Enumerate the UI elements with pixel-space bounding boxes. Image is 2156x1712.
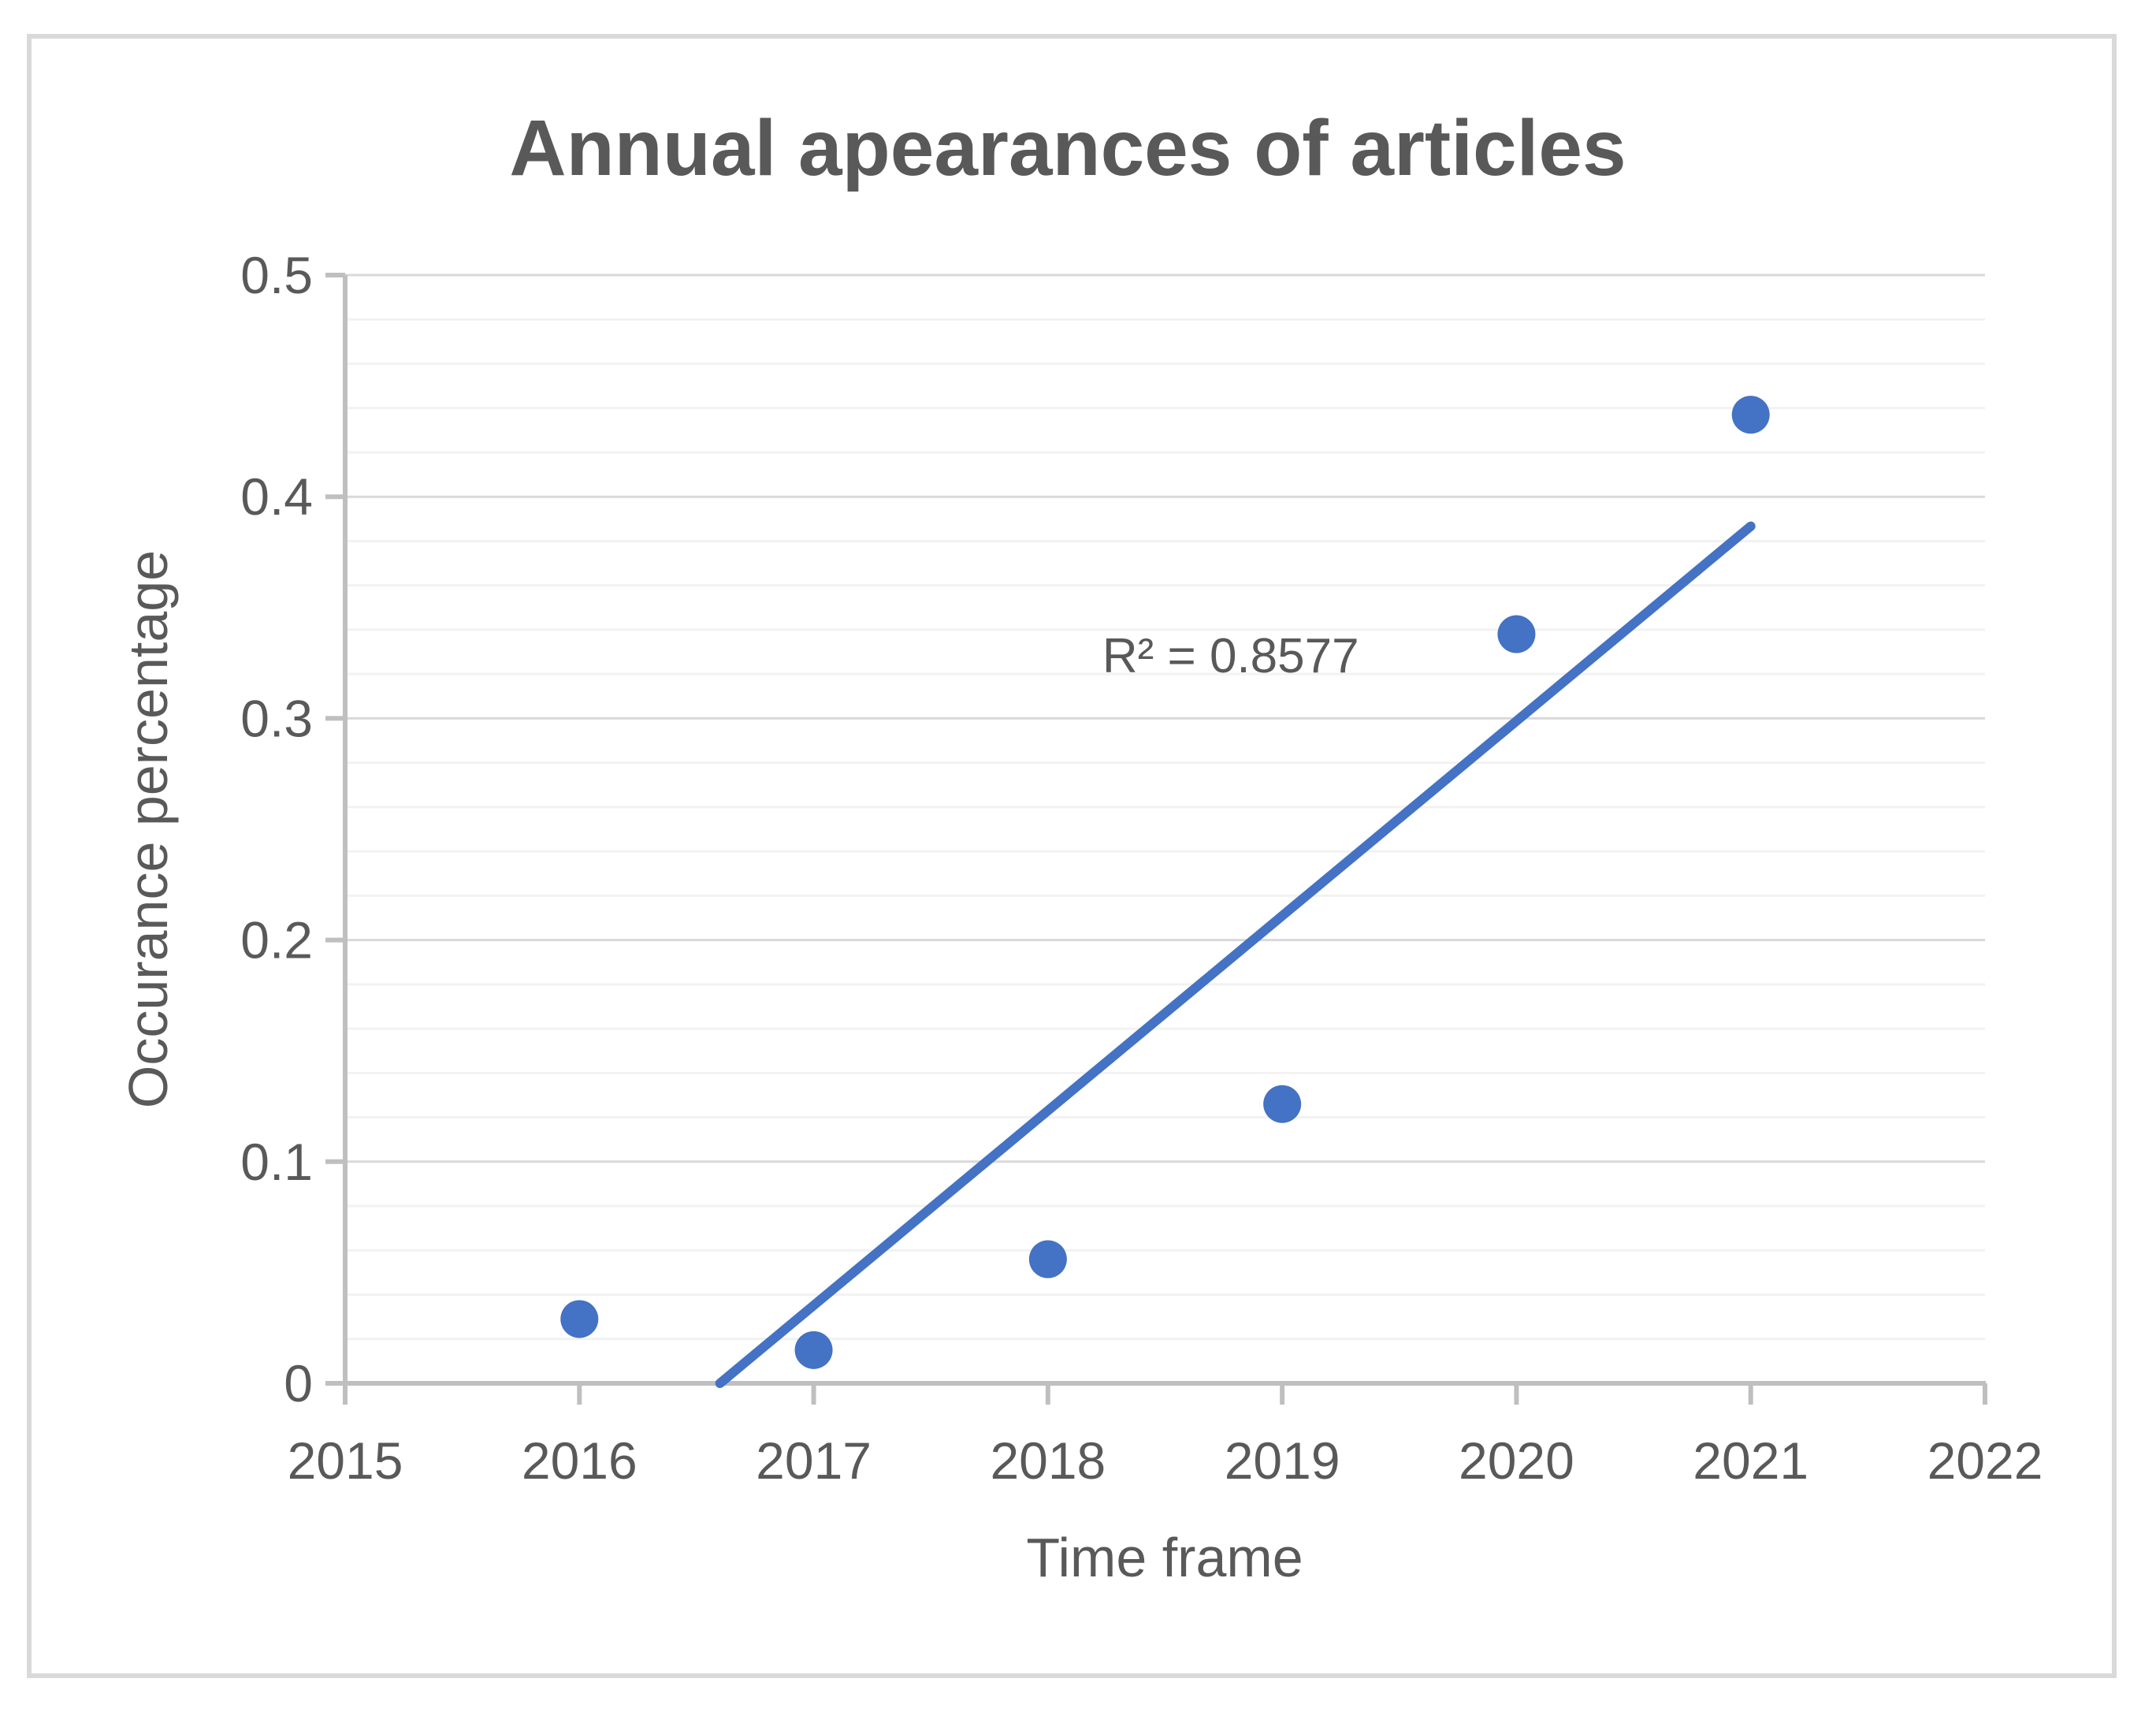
data-point	[560, 1300, 599, 1338]
data-point	[1731, 396, 1770, 434]
x-tick-label: 2020	[1459, 1431, 1574, 1490]
chart-title: Annual apearances of articles	[509, 104, 1626, 192]
y-tick-labels: 0 0.1 0.2 0.3 0.4 0.5	[240, 246, 313, 1412]
data-point	[1497, 615, 1536, 653]
x-axis-title: Time frame	[1026, 1527, 1303, 1588]
y-tick-label: 0.3	[240, 689, 313, 747]
minor-gridlines	[345, 318, 1985, 1341]
y-tick-label: 0.5	[240, 246, 313, 304]
x-tick-label: 2017	[756, 1431, 872, 1490]
axes	[325, 273, 1987, 1405]
x-tick-label: 2018	[990, 1431, 1106, 1490]
trendline	[715, 521, 1756, 1388]
y-axis-title: Occurance percentage	[117, 550, 179, 1108]
x-tick-label: 2022	[1927, 1431, 2043, 1490]
data-point	[1263, 1085, 1302, 1123]
figure-border	[27, 34, 2117, 1678]
data-point	[794, 1331, 833, 1369]
x-tick-label: 2021	[1693, 1431, 1808, 1490]
x-tick-label: 2016	[522, 1431, 638, 1490]
x-tick-label: 2015	[288, 1431, 403, 1490]
x-tick-labels: 2015 2016 2017 2018 2019 2020 2021 2022	[288, 1431, 2043, 1490]
y-tick-label: 0	[284, 1354, 313, 1412]
y-tick-label: 0.1	[240, 1133, 313, 1191]
major-gridlines	[345, 274, 1985, 1163]
y-tick-label: 0.2	[240, 911, 313, 970]
data-point	[1028, 1240, 1067, 1278]
y-tick-label: 0.4	[240, 467, 313, 526]
x-tick-label: 2019	[1225, 1431, 1340, 1490]
r-squared-label: R² = 0.8577	[1102, 629, 1359, 683]
data-points	[560, 396, 1770, 1369]
